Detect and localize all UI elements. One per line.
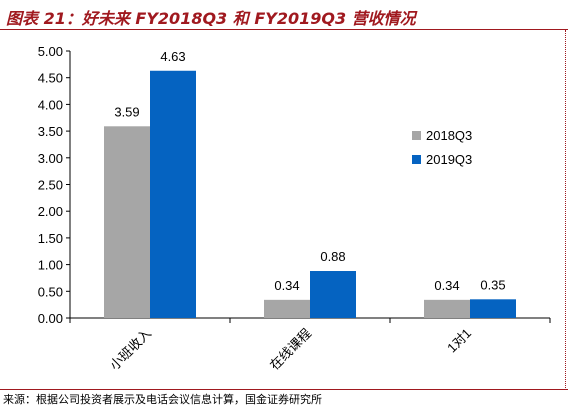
y-tick-label: 1.00 <box>38 258 63 273</box>
bar-2018q3 <box>104 126 150 318</box>
bar-2018q3 <box>424 299 470 318</box>
legend: 2018Q3 2019Q3 <box>412 128 472 167</box>
y-axis: 0.00 0.50 1.00 1.50 2.00 2.50 3.00 3.50 4.00 4.50… <box>38 44 71 326</box>
x-axis: 小班收入 在线课程 1对1 <box>69 317 551 373</box>
y-tick-label: 2.00 <box>38 204 63 219</box>
y-tick-label: 0.00 <box>38 311 63 326</box>
x-category-label: 在线课程 <box>267 326 314 373</box>
x-category-label: 小班收入 <box>107 326 154 373</box>
data-label: 0.35 <box>480 277 505 292</box>
y-tick-label: 3.00 <box>38 151 63 166</box>
y-tick-label: 1.50 <box>38 231 63 246</box>
x-category-label: 1对1 <box>444 326 474 356</box>
legend-swatch-2018q3 <box>412 131 421 140</box>
source-divider <box>0 389 568 390</box>
source-note: 来源：根据公司投资者展示及电话会议信息计算，国金证券研究所 <box>3 393 322 406</box>
y-tick-label: 4.50 <box>38 71 63 86</box>
data-label: 3.59 <box>114 104 139 119</box>
y-tick-label: 3.50 <box>38 124 63 139</box>
bar-chart: 0.00 0.50 1.00 1.50 2.00 2.50 3.00 3.50 4.00 4.50… <box>38 44 551 373</box>
bar-series-group <box>104 70 516 318</box>
y-tick-label: 5.00 <box>38 44 63 59</box>
bar-2019q3 <box>150 70 196 318</box>
data-label: 4.63 <box>160 49 185 64</box>
bar-2018q3 <box>264 299 310 318</box>
data-label: 0.88 <box>320 249 345 264</box>
legend-label: 2018Q3 <box>426 128 472 143</box>
figure-title: 图表 21：好未来 FY2018Q3 和 FY2019Q3 营收情况 <box>6 9 416 28</box>
data-labels: 3.59 0.34 0.34 4.63 0.88 0.35 <box>114 49 505 293</box>
data-label: 0.34 <box>274 278 299 293</box>
bar-2019q3 <box>310 271 356 318</box>
right-border <box>565 30 566 388</box>
y-tick-label: 4.00 <box>38 97 63 112</box>
y-tick-label: 0.50 <box>38 284 63 299</box>
y-tick-label: 2.50 <box>38 178 63 193</box>
data-label: 0.34 <box>434 278 459 293</box>
legend-label: 2019Q3 <box>426 152 472 167</box>
legend-swatch-2019q3 <box>412 155 421 164</box>
bar-2019q3 <box>470 299 516 318</box>
title-divider <box>0 29 568 30</box>
